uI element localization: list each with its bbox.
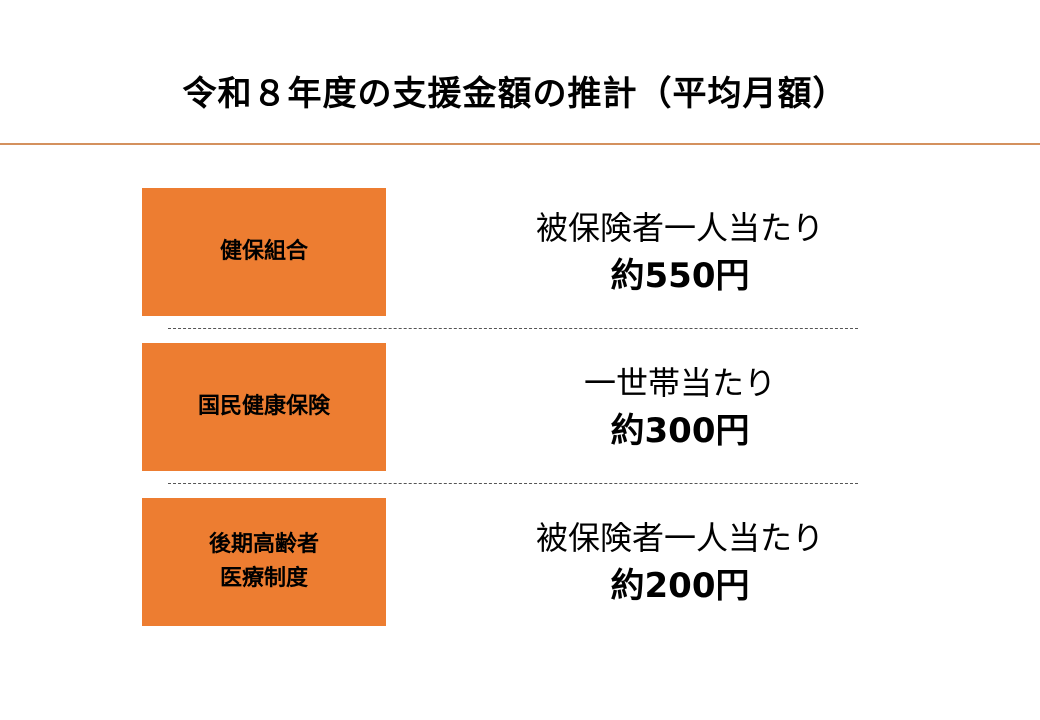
category-label: 健保組合 — [219, 239, 308, 264]
basis-text: 被保険者一人当たり — [535, 209, 824, 247]
category-box-kokuho: 国民健康保険 — [142, 343, 386, 471]
basis-text: 一世帯当たり — [583, 364, 776, 402]
title-divider — [0, 143, 1040, 145]
amount-block-koki: 被保険者一人当たり 約200円 — [440, 514, 920, 610]
dashed-divider — [168, 483, 858, 484]
category-box-koki: 後期高齢者 医療制度 — [142, 498, 386, 626]
amount-text: 約200円 — [610, 566, 750, 606]
dashed-divider — [168, 328, 858, 329]
basis-text: 被保険者一人当たり — [535, 519, 824, 557]
category-label: 後期高齢者 医療制度 — [208, 532, 319, 591]
amount-text: 約300円 — [610, 411, 750, 451]
category-label: 国民健康保険 — [197, 394, 330, 419]
category-box-kenpo: 健保組合 — [142, 188, 386, 316]
amount-block-kokuho: 一世帯当たり 約300円 — [440, 359, 920, 455]
amount-block-kenpo: 被保険者一人当たり 約550円 — [440, 204, 920, 300]
slide-title: 令和８年度の支援金額の推計（平均月額） — [182, 74, 848, 114]
amount-text: 約550円 — [610, 256, 750, 296]
